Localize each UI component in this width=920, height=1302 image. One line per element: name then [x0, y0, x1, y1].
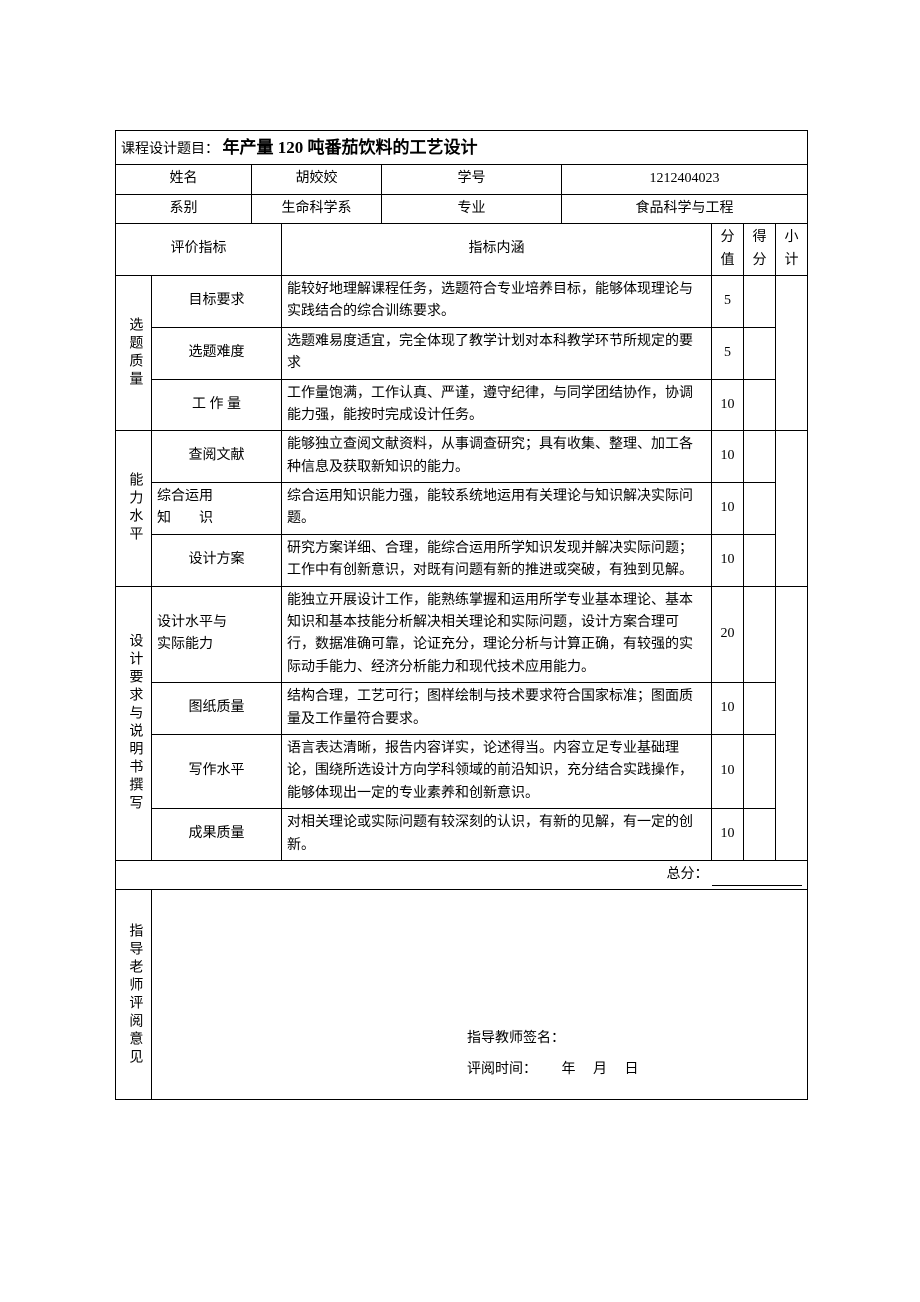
- r10-got[interactable]: [744, 809, 776, 861]
- total-value-blank[interactable]: [712, 885, 802, 886]
- r5-score: 10: [712, 483, 744, 535]
- r5-name-a: 综合运用: [157, 486, 276, 508]
- r9-desc: 语言表达清晰，报告内容详实，论述得当。内容立足专业基础理论，围绕所选设计方向学科…: [282, 734, 712, 808]
- name-value: 胡姣姣: [252, 165, 382, 194]
- col-content: 指标内涵: [282, 224, 712, 276]
- r1-desc: 能较好地理解课程任务，选题符合专业培养目标，能够体现理论与实践结合的综合训练要求…: [282, 275, 712, 327]
- major-value: 食品科学与工程: [562, 194, 808, 223]
- r4-desc: 能够独立查阅文献资料，从事调查研究；具有收集、整理、加工各种信息及获取新知识的能…: [282, 431, 712, 483]
- title-label: 课程设计题目：: [121, 142, 219, 157]
- row-writing: 写作水平 语言表达清晰，报告内容详实，论述得当。内容立足专业基础理论，围绕所选设…: [116, 734, 808, 808]
- r4-got[interactable]: [744, 431, 776, 483]
- group-1-label: 选题质量: [121, 317, 147, 389]
- col-got: 得分: [744, 224, 776, 276]
- signature-block: 指导教师签名： 评阅时间： 年 月 日: [467, 1024, 777, 1086]
- month-label: 月: [593, 1062, 607, 1077]
- r2-score: 5: [712, 327, 744, 379]
- r8-score: 10: [712, 683, 744, 735]
- r6-desc: 研究方案详细、合理，能综合运用所学知识发现并解决实际问题；工作中有创新意识，对既…: [282, 534, 712, 586]
- r10-name: 成果质量: [152, 809, 282, 861]
- info-row-2: 系别 生命科学系 专业 食品科学与工程: [116, 194, 808, 223]
- r9-score: 10: [712, 734, 744, 808]
- group-3-label: 设计要求与说明书撰写: [121, 633, 147, 813]
- r9-name: 写作水平: [152, 734, 282, 808]
- id-label: 学号: [382, 165, 562, 194]
- g2-sub[interactable]: [776, 431, 808, 586]
- r3-score: 10: [712, 379, 744, 431]
- r7-desc: 能独立开展设计工作，能熟练掌握和运用所学专业基本理论、基本知识和基本技能分析解决…: [282, 586, 712, 683]
- r3-name: 工 作 量: [152, 379, 282, 431]
- row-target: 选题质量 目标要求 能较好地理解课程任务，选题符合专业培养目标，能够体现理论与实…: [116, 275, 808, 327]
- g3-sub[interactable]: [776, 586, 808, 860]
- sign-label: 指导教师签名：: [467, 1024, 777, 1055]
- r10-desc: 对相关理论或实际问题有较深刻的认识，有新的见解，有一定的创新。: [282, 809, 712, 861]
- group-2-label: 能力水平: [121, 472, 147, 544]
- r8-got[interactable]: [744, 683, 776, 735]
- opinion-row: 指导老师评阅意见 指导教师签名： 评阅时间： 年 月 日: [116, 890, 808, 1100]
- name-label: 姓名: [116, 165, 252, 194]
- column-header-row: 评价指标 指标内涵 分值 得分 小计: [116, 224, 808, 276]
- r9-got[interactable]: [744, 734, 776, 808]
- r8-name: 图纸质量: [152, 683, 282, 735]
- date-line: 评阅时间： 年 月 日: [467, 1055, 777, 1086]
- title-row: 课程设计题目： 年产量 120 吨番茄饮料的工艺设计: [116, 131, 808, 165]
- g1-sub[interactable]: [776, 275, 808, 430]
- row-difficulty: 选题难度 选题难易度适宜，完全体现了教学计划对本科教学环节所规定的要求 5: [116, 327, 808, 379]
- row-result: 成果质量 对相关理论或实际问题有较深刻的认识，有新的见解，有一定的创新。 10: [116, 809, 808, 861]
- id-value: 1212404023: [562, 165, 808, 194]
- r4-name: 查阅文献: [152, 431, 282, 483]
- r5-name-b: 知 识: [157, 508, 276, 530]
- r10-score: 10: [712, 809, 744, 861]
- r2-name: 选题难度: [152, 327, 282, 379]
- row-literature: 能力水平 查阅文献 能够独立查阅文献资料，从事调查研究；具有收集、整理、加工各种…: [116, 431, 808, 483]
- row-drawing: 图纸质量 结构合理，工艺可行；图样绘制与技术要求符合国家标准；图面质量及工作量符…: [116, 683, 808, 735]
- r3-desc: 工作量饱满，工作认真、严谨，遵守纪律，与同学团结协作，协调能力强，能按时完成设计…: [282, 379, 712, 431]
- total-row: 总分：: [116, 860, 808, 889]
- r8-desc: 结构合理，工艺可行；图样绘制与技术要求符合国家标准；图面质量及工作量符合要求。: [282, 683, 712, 735]
- r7-name: 设计水平与 实际能力: [152, 586, 282, 683]
- r1-name: 目标要求: [152, 275, 282, 327]
- r6-got[interactable]: [744, 534, 776, 586]
- year-label: 年: [562, 1062, 576, 1077]
- group-4-label: 指导老师评阅意见: [121, 923, 147, 1067]
- dept-label: 系别: [116, 194, 252, 223]
- r4-score: 10: [712, 431, 744, 483]
- r5-desc: 综合运用知识能力强，能较系统地运用有关理论与知识解决实际问题。: [282, 483, 712, 535]
- row-design-level: 设计要求与说明书撰写 设计水平与 实际能力 能独立开展设计工作，能熟练掌握和运用…: [116, 586, 808, 683]
- dept-value: 生命科学系: [252, 194, 382, 223]
- r6-name: 设计方案: [152, 534, 282, 586]
- col-criteria: 评价指标: [116, 224, 282, 276]
- evaluation-form: 课程设计题目： 年产量 120 吨番茄饮料的工艺设计 姓名 胡姣姣 学号 121…: [115, 130, 808, 1100]
- row-knowledge: 综合运用 知 识 综合运用知识能力强，能较系统地运用有关理论与知识解决实际问题。…: [116, 483, 808, 535]
- r2-got[interactable]: [744, 327, 776, 379]
- col-score: 分值: [712, 224, 744, 276]
- r2-desc: 选题难易度适宜，完全体现了教学计划对本科教学环节所规定的要求: [282, 327, 712, 379]
- major-label: 专业: [382, 194, 562, 223]
- row-plan: 设计方案 研究方案详细、合理，能综合运用所学知识发现并解决实际问题；工作中有创新…: [116, 534, 808, 586]
- row-workload: 工 作 量 工作量饱满，工作认真、严谨，遵守纪律，与同学团结协作，协调能力强，能…: [116, 379, 808, 431]
- r1-got[interactable]: [744, 275, 776, 327]
- r7-score: 20: [712, 586, 744, 683]
- r5-got[interactable]: [744, 483, 776, 535]
- date-label: 评阅时间：: [467, 1062, 537, 1077]
- opinion-cell[interactable]: 指导教师签名： 评阅时间： 年 月 日: [152, 890, 808, 1100]
- title-value: 年产量 120 吨番茄饮料的工艺设计: [223, 138, 478, 157]
- r7-name-a: 设计水平与: [157, 612, 276, 634]
- info-row-1: 姓名 胡姣姣 学号 1212404023: [116, 165, 808, 194]
- r6-score: 10: [712, 534, 744, 586]
- day-label: 日: [625, 1062, 639, 1077]
- r3-got[interactable]: [744, 379, 776, 431]
- r7-got[interactable]: [744, 586, 776, 683]
- total-label: 总分：: [667, 867, 709, 882]
- r5-name: 综合运用 知 识: [152, 483, 282, 535]
- r7-name-b: 实际能力: [157, 634, 276, 656]
- r1-score: 5: [712, 275, 744, 327]
- col-sub: 小计: [776, 224, 808, 276]
